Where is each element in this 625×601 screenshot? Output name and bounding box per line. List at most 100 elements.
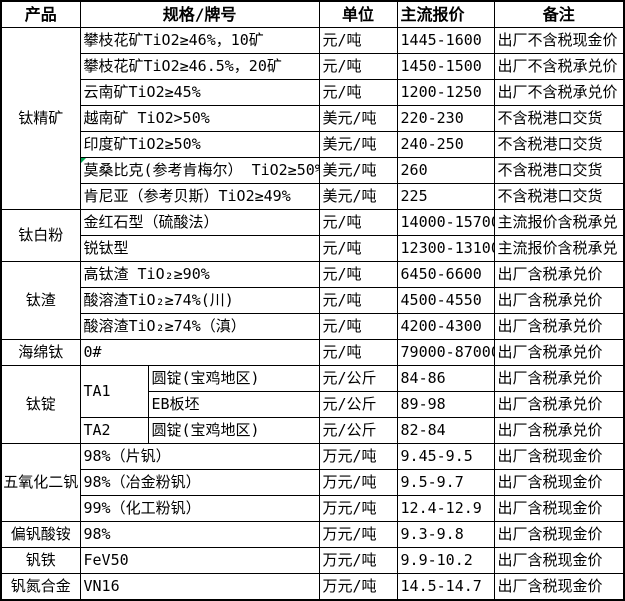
note-cell: 出厂含税现金价 xyxy=(493,495,625,522)
product-cell: 钒氮合金 xyxy=(0,573,81,601)
spec-cell: 99%（化工粉钒） xyxy=(79,495,320,522)
table-row: 酸溶渣TiO₂≥74%(川) 元/吨 4500-4550 出厂含税承兑价 xyxy=(1,287,625,314)
note-cell: 主流报价含税承兑 xyxy=(493,209,625,236)
spec-cell: 酸溶渣TiO₂≥74%(川) xyxy=(79,287,320,314)
header-price: 主流报价 xyxy=(396,0,495,28)
note-cell: 不含税港口交货 xyxy=(493,105,625,132)
header-product: 产品 xyxy=(0,0,81,28)
table-row: 钛渣 高钛渣 TiO₂≥90% 元/吨 6450-6600 出厂含税承兑价 xyxy=(0,261,625,340)
unit-cell: 元/公斤 xyxy=(318,365,398,392)
note-cell: 出厂含税承兑价 xyxy=(493,261,625,288)
spec-cell: 锐钛型 xyxy=(79,235,320,262)
price-cell: 14000-15700 xyxy=(396,209,495,236)
table-row: TA2 圆锭(宝鸡地区) 元/公斤 82-84 出厂含税承兑价 xyxy=(1,417,625,444)
unit-cell: 元/吨 xyxy=(318,235,398,262)
note-cell: 不含税港口交货 xyxy=(493,131,625,158)
header-row: 产品 规格/牌号 单位 主流报价 备注 xyxy=(0,0,625,28)
unit-cell: 万元/吨 xyxy=(318,573,398,601)
note-cell: 不含税港口交货 xyxy=(493,183,625,210)
unit-cell: 美元/吨 xyxy=(318,183,398,210)
price-cell: 9.5-9.7 xyxy=(396,469,495,496)
spec-cell: FeV50 xyxy=(79,547,320,574)
price-cell: 89-98 xyxy=(396,391,495,418)
unit-cell: 美元/吨 xyxy=(318,105,398,132)
note-cell: 主流报价含税承兑 xyxy=(493,235,625,262)
table-row: 肯尼亚（参考贝斯）TiO2≥49% 美元/吨 225 不含税港口交货 xyxy=(1,183,625,210)
unit-cell: 美元/吨 xyxy=(318,131,398,158)
price-cell: 220-230 xyxy=(396,105,495,132)
spec-cell: 云南矿TiO2≥45% xyxy=(79,79,320,106)
header-unit: 单位 xyxy=(318,0,398,28)
note-cell: 出厂含税现金价 xyxy=(493,469,625,496)
spec-cell: 98%（片钒） xyxy=(79,443,320,470)
price-cell: 6450-6600 xyxy=(396,261,495,288)
product-cell: 钒铁 xyxy=(0,547,81,574)
price-cell: 240-250 xyxy=(396,131,495,158)
price-cell: 225 xyxy=(396,183,495,210)
spec-cell: 攀枝花矿TiO2≥46.5%，20矿 xyxy=(79,53,320,80)
grade-cell: TA2 xyxy=(79,417,149,444)
unit-cell: 元/吨 xyxy=(318,313,398,340)
note-cell: 出厂含税承兑价 xyxy=(493,391,625,418)
table-row: 酸溶渣TiO₂≥74%（滇） 元/吨 4200-4300 出厂含税承兑价 xyxy=(1,313,625,340)
table-row: 印度矿TiO2≥50% 美元/吨 240-250 不含税港口交货 xyxy=(1,131,625,158)
unit-cell: 元/吨 xyxy=(318,287,398,314)
spec-cell: 酸溶渣TiO₂≥74%（滇） xyxy=(79,313,320,340)
price-cell: 1445-1600 xyxy=(396,27,495,54)
price-cell: 12.4-12.9 xyxy=(396,495,495,522)
spec-cell: 高钛渣 TiO₂≥90% xyxy=(79,261,320,288)
note-cell: 出厂不含税现金价 xyxy=(493,27,625,54)
unit-cell: 万元/吨 xyxy=(318,469,398,496)
price-cell: 12300-13100 xyxy=(396,235,495,262)
price-cell: 9.45-9.5 xyxy=(396,443,495,470)
note-cell: 不含税港口交货 xyxy=(493,157,625,184)
table-row: 99%（化工粉钒） 万元/吨 12.4-12.9 出厂含税现金价 xyxy=(1,495,625,522)
note-cell: 出厂含税承兑价 xyxy=(493,339,625,366)
unit-cell: 元/吨 xyxy=(318,79,398,106)
spec-cell: 越南矿 TiO2>50% xyxy=(79,105,320,132)
price-cell: 4500-4550 xyxy=(396,287,495,314)
product-cell: 钛锭 xyxy=(0,365,81,444)
spec-cell: 圆锭(宝鸡地区) xyxy=(147,365,320,392)
unit-cell: 万元/吨 xyxy=(318,547,398,574)
price-cell: 260 xyxy=(396,157,495,184)
price-cell: 1200-1250 xyxy=(396,79,495,106)
product-cell: 钛渣 xyxy=(0,261,81,340)
unit-cell: 美元/吨 xyxy=(318,157,398,184)
table-row: 莫桑比克(参考肯梅尔） TiO2≥50% 美元/吨 260 不含税港口交货 xyxy=(1,157,625,184)
spec-cell: 肯尼亚（参考贝斯）TiO2≥49% xyxy=(79,183,320,210)
unit-cell: 万元/吨 xyxy=(318,443,398,470)
note-cell: 出厂含税现金价 xyxy=(493,521,625,548)
note-cell: 出厂含税承兑价 xyxy=(493,313,625,340)
product-cell: 钛精矿 xyxy=(0,27,81,210)
spec-cell: EB板坯 xyxy=(147,391,320,418)
table-row: EB板坯 元/公斤 89-98 出厂含税承兑价 xyxy=(1,391,625,418)
spec-cell: 印度矿TiO2≥50% xyxy=(79,131,320,158)
header-note: 备注 xyxy=(493,0,625,28)
table-body: 钛精矿 攀枝花矿TiO2≥46%，10矿 元/吨 1445-1600 出厂不含税现金价攀… xyxy=(0,27,625,601)
table-row: 云南矿TiO2≥45% 元/吨 1200-1250 出厂不含税承兑价 xyxy=(1,79,625,106)
product-cell: 偏钒酸铵 xyxy=(0,521,81,548)
product-cell: 钛白粉 xyxy=(0,209,81,262)
spec-cell: 金红石型（硫酸法） xyxy=(79,209,320,236)
price-cell: 82-84 xyxy=(396,417,495,444)
note-cell: 出厂含税承兑价 xyxy=(493,417,625,444)
note-cell: 出厂不含税承兑价 xyxy=(493,79,625,106)
spec-cell: 圆锭(宝鸡地区) xyxy=(147,417,320,444)
table-row: 偏钒酸铵 98% 万元/吨 9.3-9.8 出厂含税现金价 xyxy=(0,521,625,548)
unit-cell: 元/吨 xyxy=(318,27,398,54)
table-row: 钛白粉 金红石型（硫酸法） 元/吨 14000-15700 主流报价含税承兑 xyxy=(0,209,625,262)
price-cell: 4200-4300 xyxy=(396,313,495,340)
note-cell: 出厂含税承兑价 xyxy=(493,287,625,314)
table-row: 攀枝花矿TiO2≥46.5%，20矿 元/吨 1450-1500 出厂不含税承兑价 xyxy=(1,53,625,80)
header-spec: 规格/牌号 xyxy=(79,0,320,28)
unit-cell: 元/吨 xyxy=(318,209,398,236)
unit-cell: 元/吨 xyxy=(318,339,398,366)
price-cell: 9.3-9.8 xyxy=(396,521,495,548)
unit-cell: 万元/吨 xyxy=(318,495,398,522)
table-row: 钒铁 FeV50 万元/吨 9.9-10.2 出厂含税现金价 xyxy=(0,547,625,574)
note-cell: 出厂不含税承兑价 xyxy=(493,53,625,80)
table-row: 越南矿 TiO2>50% 美元/吨 220-230 不含税港口交货 xyxy=(1,105,625,132)
spec-cell: 98%（冶金粉钒） xyxy=(79,469,320,496)
